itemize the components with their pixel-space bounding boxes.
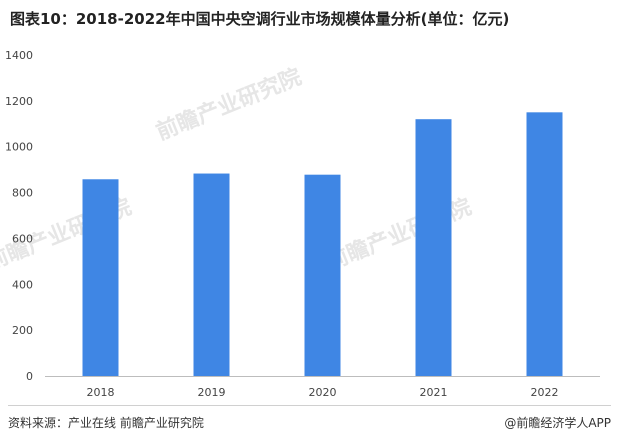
y-tick-label: 1000 bbox=[5, 141, 33, 154]
y-tick-label: 0 bbox=[26, 370, 33, 383]
footer-divider bbox=[8, 405, 611, 406]
x-tick-label: 2021 bbox=[420, 386, 448, 399]
x-tick-label: 2020 bbox=[309, 386, 337, 399]
y-tick-label: 200 bbox=[12, 324, 33, 337]
chart-title: 图表10：2018-2022年中国中央空调行业市场规模体量分析(单位：亿元) bbox=[10, 10, 510, 28]
bar-2020 bbox=[304, 174, 341, 376]
watermark-text: 前瞻产业研究院 bbox=[153, 64, 306, 146]
chart-canvas: 前瞻产业研究院 前瞻产业研究院 前瞻产业研究院 0 200 400 600 800 100… bbox=[0, 49, 600, 399]
bar-series bbox=[82, 112, 563, 377]
source-note: 资料来源：产业在线 前瞻产业研究院 bbox=[8, 416, 204, 430]
x-tick-label: 2019 bbox=[198, 386, 226, 399]
y-axis: 0 200 400 600 800 1000 1200 1400 bbox=[5, 49, 33, 383]
y-tick-label: 600 bbox=[12, 232, 33, 245]
bar-2022 bbox=[526, 112, 563, 377]
y-tick-label: 800 bbox=[12, 187, 33, 200]
bar-2021 bbox=[415, 119, 452, 376]
y-tick-label: 1200 bbox=[5, 95, 33, 108]
bar-2019 bbox=[193, 173, 230, 376]
watermark-text: 前瞻产业研究院 bbox=[323, 194, 476, 276]
credit-note: @前瞻经济学人APP bbox=[504, 416, 611, 430]
x-tick-label: 2018 bbox=[87, 386, 115, 399]
y-tick-label: 1400 bbox=[5, 49, 33, 62]
x-axis: 2018 2019 2020 2021 2022 bbox=[87, 386, 559, 399]
x-tick-label: 2022 bbox=[531, 386, 559, 399]
bar-2018 bbox=[82, 179, 119, 376]
watermark-layer: 前瞻产业研究院 前瞻产业研究院 前瞻产业研究院 bbox=[0, 64, 475, 276]
y-tick-label: 400 bbox=[12, 278, 33, 291]
